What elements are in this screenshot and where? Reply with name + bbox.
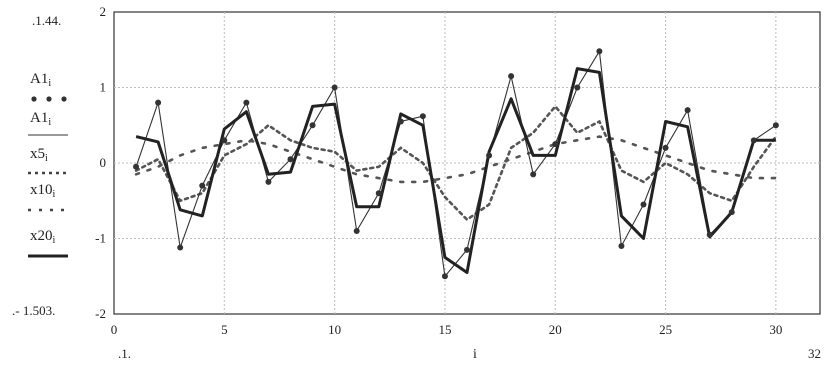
data-point-a1-dots <box>640 201 647 208</box>
data-point-a1-dots <box>486 152 493 159</box>
x-tick-label: 25 <box>659 322 672 337</box>
data-point-a1-dots <box>155 99 162 106</box>
data-point-a1-dots <box>265 178 272 185</box>
data-point-a1-dots <box>133 163 140 170</box>
data-point-a1-dots <box>706 231 713 238</box>
data-point-a1-dots <box>419 113 426 120</box>
data-point-a1-dots <box>221 137 228 144</box>
legend-label-x10: x10i <box>30 182 56 200</box>
y-tick-label: 0 <box>100 155 107 170</box>
legend-item-x5: x5i <box>28 146 68 175</box>
data-point-a1-dots <box>662 144 669 151</box>
y-tick-label: 1 <box>100 80 107 95</box>
y-tick-label: -1 <box>95 231 106 246</box>
data-point-a1-dots <box>375 190 382 197</box>
axis-ticks: 0 5 10 15 20 25 30 -2 -1 0 1 2 <box>95 4 782 337</box>
data-point-a1-dots <box>750 137 757 144</box>
series-line-x5-dotted <box>134 104 778 222</box>
data-point-a1-dots <box>199 182 206 189</box>
x-axis-label: i <box>473 347 477 362</box>
x-min-marker: .1. <box>118 346 131 361</box>
legend-label-a1-dots: A1i <box>30 71 51 89</box>
data-point-a1-dots <box>728 209 735 216</box>
legend: A1i A1i x5i x10i x20i <box>28 71 68 258</box>
y-max-marker: .1.44. <box>32 13 61 28</box>
legend-item-a1-dots: A1i <box>30 71 67 102</box>
data-point-a1-dots <box>552 141 559 148</box>
y-tick-label: -2 <box>95 306 106 321</box>
x-tick-label: 0 <box>111 322 118 337</box>
data-point-a1-dots <box>772 122 779 129</box>
data-point-a1-dots <box>353 227 360 234</box>
legend-item-x20: x20i <box>28 228 68 258</box>
data-point-a1-dots <box>684 107 691 114</box>
legend-label-a1-thin: A1i <box>30 110 51 128</box>
data-point-a1-dots <box>508 73 515 80</box>
series-line-a1-thin <box>135 49 777 278</box>
x-tick-label: 5 <box>221 322 228 337</box>
data-point-a1-dots <box>287 156 294 163</box>
legend-swatch-dots <box>31 96 67 102</box>
data-point-a1-dots <box>618 243 625 250</box>
x-tick-label: 30 <box>769 322 782 337</box>
data-point-a1-dots <box>397 118 404 125</box>
data-point-a1-dots <box>441 273 448 280</box>
legend-label-x20: x20i <box>30 228 56 246</box>
data-point-a1-dots <box>331 84 338 91</box>
grid <box>114 12 820 314</box>
x-max-marker: 32 <box>808 346 821 361</box>
legend-label-x5: x5i <box>30 146 48 164</box>
x-tick-label: 20 <box>549 322 562 337</box>
data-point-a1-dots <box>574 84 581 91</box>
y-tick-label: 2 <box>100 4 107 19</box>
series-layer <box>133 48 779 280</box>
x-tick-label: 10 <box>328 322 341 337</box>
data-point-a1-dots <box>243 99 250 106</box>
data-point-a1-dots <box>596 48 603 55</box>
x-tick-label: 15 <box>438 322 451 337</box>
y-min-marker: .- 1.503. <box>12 303 55 318</box>
series-line-x10-dotted-sparse <box>134 135 778 184</box>
legend-item-a1-thin: A1i <box>28 110 68 136</box>
data-point-a1-dots <box>309 122 316 129</box>
data-point-a1-dots <box>530 171 537 178</box>
data-point-a1-dots <box>464 246 470 253</box>
data-point-a1-dots <box>177 244 184 251</box>
legend-item-x10: x10i <box>28 182 68 212</box>
series-line-x20-thick <box>135 67 776 274</box>
